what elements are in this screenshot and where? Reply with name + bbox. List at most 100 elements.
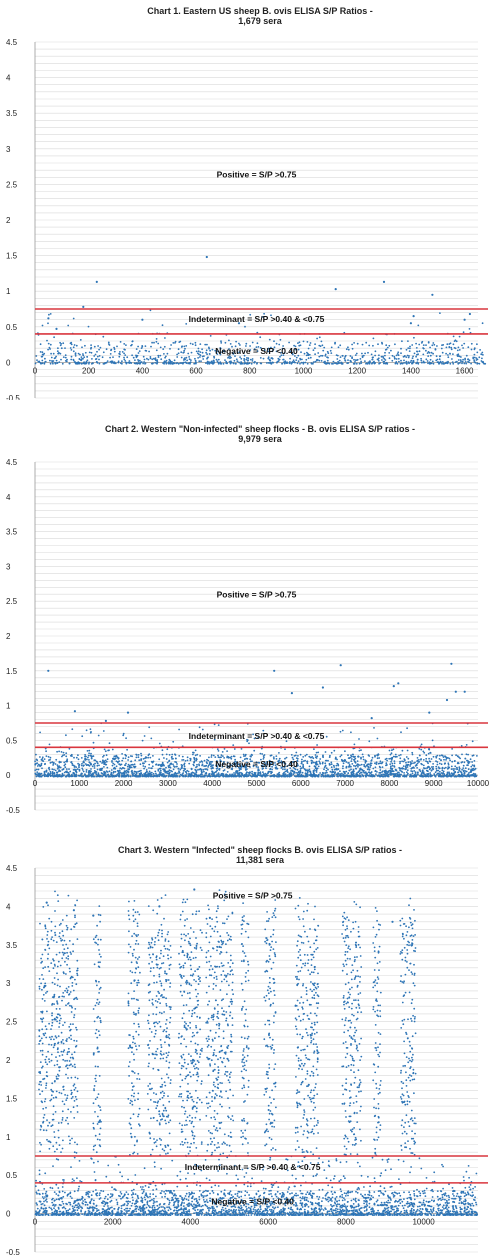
chart-2-point bbox=[374, 762, 376, 765]
chart-3-point bbox=[71, 1211, 74, 1213]
chart-1-point bbox=[208, 353, 211, 355]
chart-2-point bbox=[362, 758, 365, 761]
chart-3-point bbox=[137, 1208, 140, 1211]
chart-1-point bbox=[396, 362, 399, 365]
chart-2-y-tick-label: 2 bbox=[6, 632, 11, 641]
chart-1-point bbox=[329, 349, 332, 352]
chart-2-point bbox=[406, 727, 408, 730]
chart-2-point bbox=[300, 767, 303, 769]
chart-2-point bbox=[332, 764, 335, 767]
chart-2-point bbox=[470, 770, 472, 772]
chart-1-point bbox=[448, 343, 451, 345]
chart-2-point bbox=[166, 761, 169, 764]
chart-2-point bbox=[88, 773, 90, 776]
chart-1-point bbox=[183, 357, 186, 360]
chart-3-point bbox=[330, 1203, 332, 1206]
chart-2-point bbox=[194, 768, 197, 771]
chart-2-point bbox=[220, 760, 223, 763]
chart-1-point bbox=[422, 347, 425, 350]
chart-2-point bbox=[286, 771, 289, 773]
chart-2-point bbox=[73, 756, 75, 759]
chart-2-point bbox=[242, 760, 244, 762]
chart-3-point bbox=[300, 1192, 303, 1195]
chart-1-point bbox=[436, 358, 439, 361]
chart-3-title: Chart 3. Western "Infected" sheep flocks… bbox=[118, 845, 402, 855]
chart-3-point bbox=[399, 1202, 402, 1205]
chart-2-point bbox=[328, 764, 331, 766]
chart-1-point bbox=[377, 360, 380, 362]
chart-2-point bbox=[135, 754, 138, 756]
chart-2-point bbox=[197, 769, 199, 771]
chart-2-point bbox=[217, 763, 220, 765]
chart-1-point bbox=[47, 342, 50, 345]
chart-2-point bbox=[458, 756, 460, 759]
chart-1-point bbox=[79, 339, 82, 341]
chart-2-point bbox=[113, 755, 116, 758]
chart-1-point bbox=[321, 354, 324, 357]
chart-2-point bbox=[252, 773, 254, 776]
chart-1-point bbox=[431, 344, 434, 347]
chart-1-point bbox=[268, 358, 271, 361]
chart-1-point bbox=[180, 356, 183, 359]
chart-3-point bbox=[167, 1209, 170, 1212]
chart-1-point bbox=[157, 354, 160, 357]
chart-1-point bbox=[394, 357, 396, 360]
chart-1-point bbox=[197, 347, 200, 350]
chart-3-point bbox=[471, 1202, 474, 1205]
chart-1-point bbox=[354, 361, 356, 363]
chart-2-point bbox=[389, 763, 392, 765]
chart-2-point bbox=[222, 762, 225, 765]
chart-1-point bbox=[110, 349, 112, 352]
chart-2-point bbox=[124, 757, 127, 760]
chart-2-point bbox=[174, 761, 177, 763]
chart-2-point bbox=[52, 775, 55, 778]
chart-2-point bbox=[51, 761, 54, 763]
chart-2-point bbox=[141, 774, 144, 776]
chart-2-point bbox=[379, 775, 381, 778]
chart-2-point bbox=[165, 770, 168, 773]
chart-1-point bbox=[423, 361, 425, 364]
chart-2-point bbox=[98, 764, 100, 767]
chart-1-point bbox=[183, 359, 185, 361]
chart-2-point bbox=[68, 768, 70, 770]
chart-2-point bbox=[150, 773, 153, 776]
chart-3-point bbox=[188, 1209, 191, 1211]
chart-3-point bbox=[413, 1194, 416, 1197]
chart-2-point bbox=[304, 772, 307, 775]
chart-1-point bbox=[320, 354, 322, 357]
chart-2-point bbox=[84, 759, 87, 761]
chart-1-point bbox=[205, 255, 208, 259]
chart-2-point bbox=[332, 774, 334, 777]
chart-2-point bbox=[376, 754, 378, 756]
chart-2-negative-label: Negative = S/P <0.40 bbox=[215, 759, 298, 769]
chart-3-point bbox=[327, 1200, 330, 1203]
chart-1-positive-label: Positive = S/P >0.75 bbox=[217, 169, 297, 179]
chart-2-point bbox=[339, 730, 342, 733]
chart-2-point bbox=[460, 771, 463, 774]
chart-2-point bbox=[472, 772, 475, 775]
chart-1-point bbox=[220, 340, 222, 343]
chart-1-point bbox=[88, 362, 90, 365]
chart-2-point bbox=[81, 769, 84, 771]
chart-2-point bbox=[182, 772, 185, 774]
chart-2-point bbox=[289, 761, 292, 764]
chart-1-point bbox=[266, 362, 268, 364]
chart-2-point bbox=[87, 771, 90, 774]
chart-2-point bbox=[350, 731, 352, 734]
chart-2-point bbox=[104, 719, 107, 722]
chart-1-x-tick-label: 0 bbox=[33, 366, 38, 375]
chart-2-x-tick-label: 7000 bbox=[336, 779, 354, 788]
chart-1-point bbox=[416, 358, 419, 361]
chart-2-point bbox=[118, 773, 121, 775]
chart-1-x-tick-label: 400 bbox=[136, 366, 150, 375]
chart-1-point bbox=[318, 359, 321, 362]
chart-1-point bbox=[72, 317, 75, 320]
chart-2-point bbox=[201, 771, 203, 773]
chart-1-point bbox=[407, 347, 410, 349]
chart-2-point bbox=[407, 761, 410, 764]
chart-1-point bbox=[64, 356, 67, 359]
chart-2-point bbox=[401, 749, 404, 752]
chart-2-point bbox=[399, 769, 401, 772]
chart-2-point bbox=[370, 759, 373, 761]
chart-2-point bbox=[237, 763, 240, 766]
